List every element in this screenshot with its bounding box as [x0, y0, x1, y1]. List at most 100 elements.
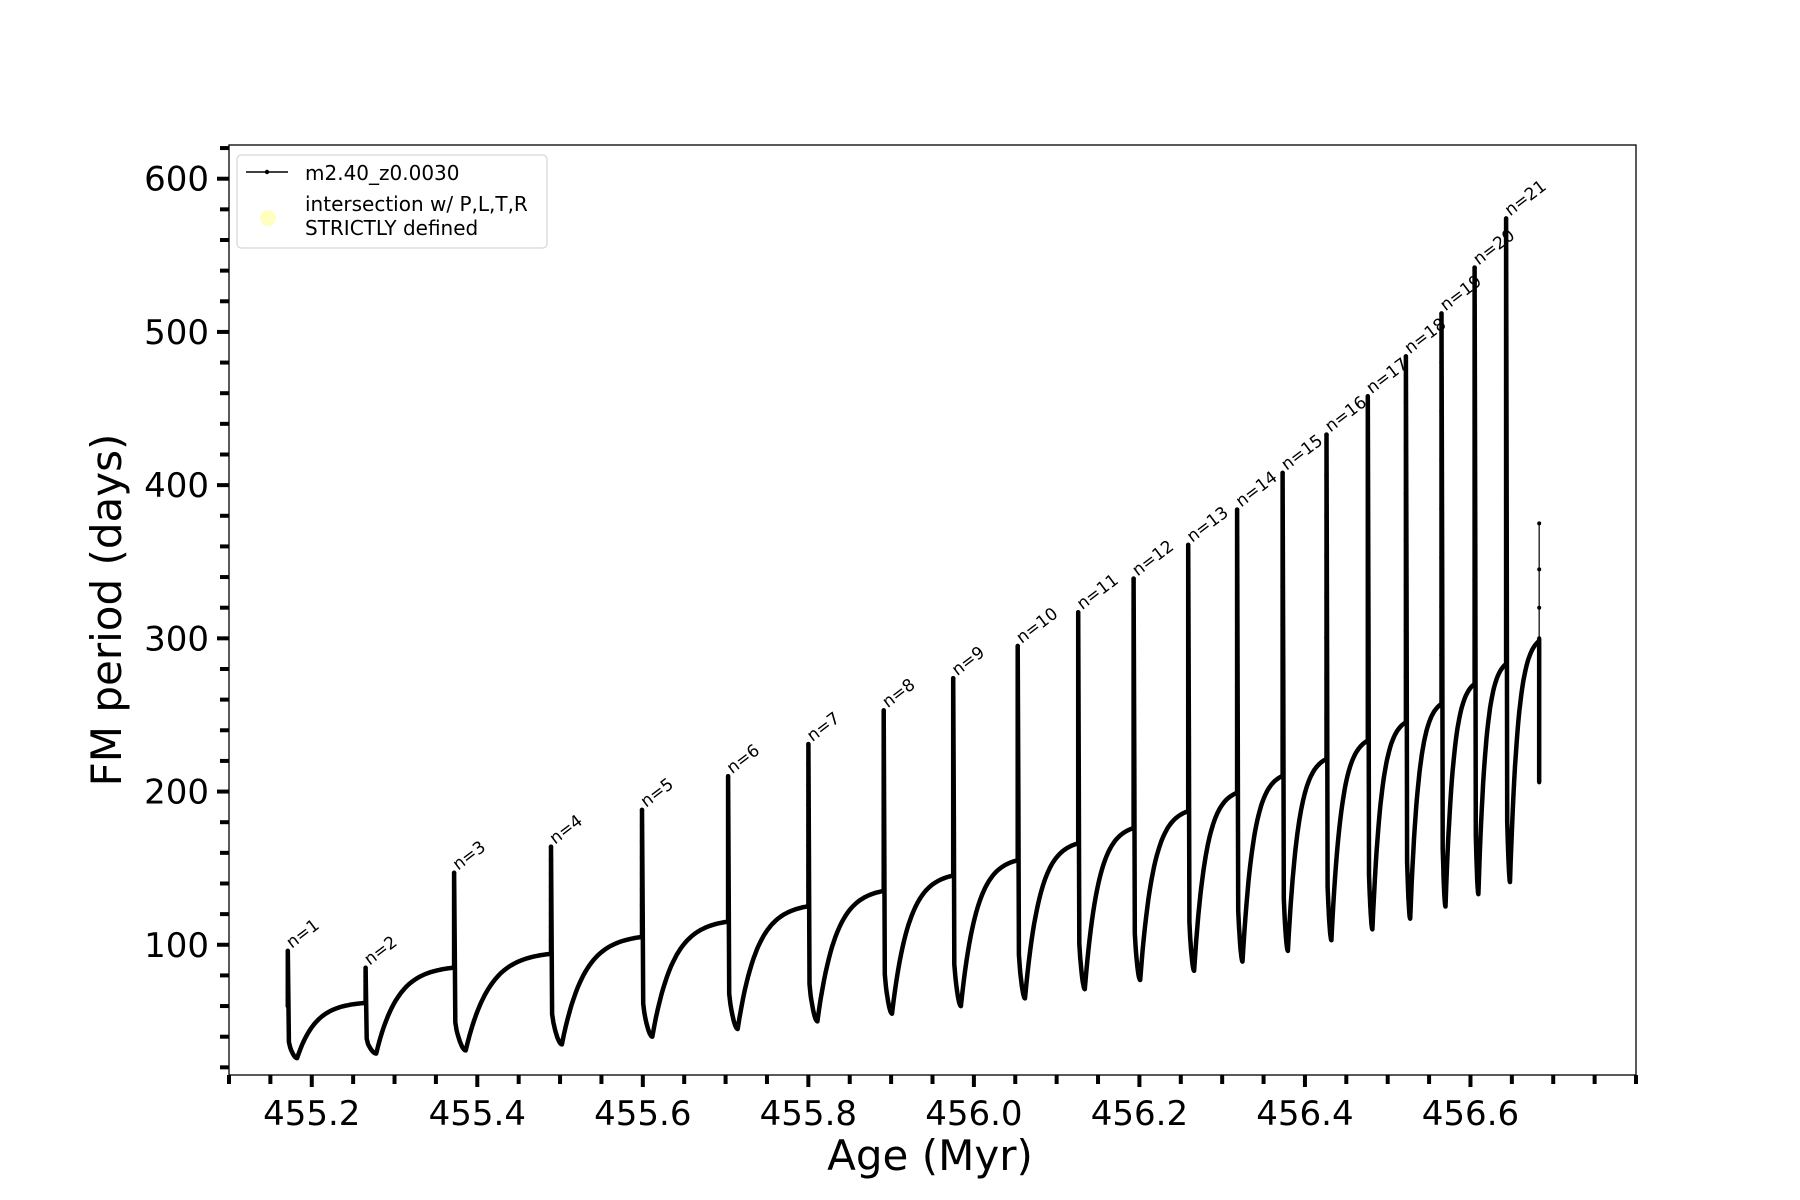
spike-marker [1076, 725, 1081, 731]
spike-marker [806, 884, 811, 889]
tail-marker [1537, 567, 1542, 572]
spike-marker [639, 855, 645, 860]
spike-marker [1503, 550, 1509, 556]
spike-marker [1403, 445, 1409, 451]
spike-marker [1403, 720, 1409, 725]
spike-marker [1503, 606, 1509, 611]
spike-marker [1015, 697, 1020, 702]
spike-marker [1403, 400, 1409, 405]
spike-marker [1234, 613, 1240, 619]
spike-marker [548, 844, 554, 849]
spike-marker [1076, 783, 1081, 788]
spike-marker [951, 824, 956, 829]
spike-marker [451, 894, 457, 899]
spike-marker [1472, 525, 1477, 531]
spike-marker [1365, 480, 1371, 485]
spike-marker [951, 774, 956, 780]
spike-marker [1324, 513, 1329, 518]
spike-marker [1365, 609, 1371, 614]
spike-marker [363, 992, 368, 997]
spike-marker [363, 983, 368, 988]
spike-marker [1186, 709, 1191, 714]
x-tick-label: 455.6 [594, 1094, 691, 1134]
spike-marker [639, 919, 645, 924]
spike-marker [951, 750, 956, 755]
spike-marker [1280, 508, 1285, 513]
pulse-curve [950, 675, 1020, 1009]
spike-marker [1324, 716, 1329, 721]
spike-marker [639, 887, 645, 892]
pulse-curve [1280, 470, 1329, 954]
spike-marker [881, 708, 886, 713]
spike-marker [951, 799, 956, 804]
spike-marker [1439, 360, 1444, 365]
spike-marker [363, 965, 368, 970]
spike-marker [1186, 676, 1191, 681]
spike-marker [1403, 583, 1409, 588]
spike-marker [725, 919, 731, 924]
pulse-curve [1015, 643, 1080, 1001]
spike-marker [1186, 576, 1191, 581]
spike-marker [1472, 682, 1477, 687]
spike-marker [725, 774, 731, 779]
spike-marker [1076, 754, 1081, 760]
spike-marker [725, 865, 731, 870]
spike-marker [806, 863, 811, 869]
spike-marker [285, 976, 290, 981]
spike-marker [806, 782, 811, 787]
spike-marker [806, 741, 811, 747]
y-axis-label: FM period (days) [82, 434, 131, 787]
spike-marker [1503, 495, 1509, 500]
spike-marker [1472, 577, 1477, 583]
spike-marker [806, 823, 811, 828]
spike-marker [1439, 311, 1444, 316]
spike-marker [1324, 635, 1329, 640]
spike-marker [363, 974, 368, 979]
spike-marker [806, 802, 811, 808]
spike-marker [451, 953, 457, 959]
x-axis-label: Age (Myr) [827, 1131, 1033, 1180]
x-tick-label: 455.2 [263, 1094, 360, 1134]
spike-marker [1439, 555, 1444, 560]
spike-marker [285, 997, 290, 1002]
spike-marker [1131, 607, 1136, 612]
spike-marker [881, 753, 886, 758]
spike-marker [1076, 696, 1081, 702]
spike-marker [1439, 457, 1444, 463]
spike-marker [1076, 610, 1081, 615]
x-tick-label: 456.6 [1422, 1094, 1519, 1134]
spike-marker [285, 990, 290, 995]
pulse-curve [1131, 576, 1190, 983]
spike-marker [1131, 763, 1136, 769]
spike-marker [285, 1003, 290, 1009]
spike-marker [548, 898, 554, 903]
spike-marker [1234, 578, 1240, 583]
spike-marker [951, 676, 956, 681]
spike-marker [1280, 736, 1285, 741]
pulse-curve [639, 807, 730, 1039]
spike-marker [1131, 826, 1136, 831]
spike-marker [451, 941, 457, 947]
spike-marker [951, 700, 956, 706]
spike-marker [1234, 649, 1240, 654]
spike-marker [548, 951, 554, 957]
spike-marker [451, 929, 457, 935]
tail-marker [1537, 521, 1542, 526]
spike-marker [1015, 724, 1020, 729]
spike-marker [1186, 742, 1191, 747]
pulse-curve [1324, 432, 1370, 943]
spike-marker [451, 906, 457, 911]
spike-marker [1365, 652, 1371, 657]
spike-marker [285, 962, 290, 967]
spike-marker [363, 970, 368, 975]
pulse-curve [1472, 265, 1508, 897]
spike-marker [1403, 537, 1409, 542]
spike-marker [1324, 594, 1329, 600]
spike-marker [451, 870, 457, 875]
spike-marker [1324, 676, 1329, 681]
spike-marker [725, 810, 731, 815]
y-tick-label: 200 [144, 773, 209, 813]
spike-marker [1131, 670, 1136, 675]
spike-marker [285, 955, 290, 960]
spike-marker [1234, 542, 1240, 548]
